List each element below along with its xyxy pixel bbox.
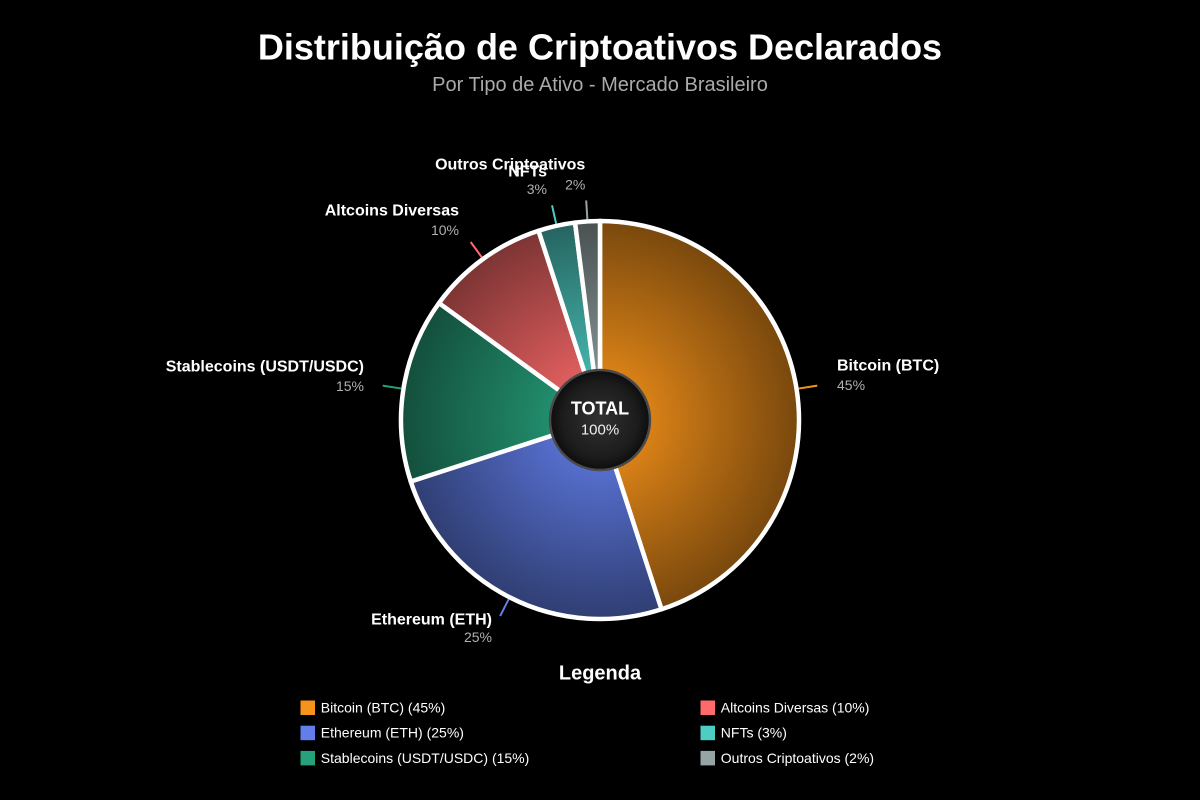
svg-text:Bitcoin (BTC): Bitcoin (BTC)	[837, 358, 939, 375]
svg-text:Altcoins Diversas (10%): Altcoins Diversas (10%)	[721, 700, 870, 716]
svg-text:Outros Criptoativos: Outros Criptoativos	[435, 157, 585, 174]
svg-text:10%: 10%	[431, 222, 459, 238]
svg-text:Altcoins Diversas: Altcoins Diversas	[325, 203, 459, 220]
svg-text:Outros Criptoativos (2%): Outros Criptoativos (2%)	[721, 750, 874, 766]
svg-text:Stablecoins (USDT/USDC) (15%): Stablecoins (USDT/USDC) (15%)	[321, 750, 530, 766]
svg-text:Legenda: Legenda	[559, 663, 642, 685]
svg-text:NFTs (3%): NFTs (3%)	[721, 725, 787, 741]
svg-text:Ethereum (ETH) (25%): Ethereum (ETH) (25%)	[321, 725, 464, 741]
svg-text:3%: 3%	[527, 181, 547, 197]
svg-text:Ethereum (ETH): Ethereum (ETH)	[371, 612, 492, 629]
svg-text:Stablecoins (USDT/USDC): Stablecoins (USDT/USDC)	[166, 359, 364, 376]
svg-text:NFTs: NFTs	[508, 164, 547, 181]
svg-text:Bitcoin (BTC) (45%): Bitcoin (BTC) (45%)	[321, 700, 445, 716]
svg-text:45%: 45%	[837, 377, 865, 393]
svg-text:Distribuição de Criptoativos D: Distribuição de Criptoativos Declarados	[258, 27, 942, 68]
svg-text:2%: 2%	[565, 177, 585, 193]
svg-text:15%: 15%	[336, 378, 364, 394]
svg-text:100%: 100%	[581, 422, 619, 439]
svg-text:Por Tipo de Ativo - Mercado Br: Por Tipo de Ativo - Mercado Brasileiro	[432, 74, 768, 96]
svg-text:25%: 25%	[464, 629, 492, 645]
svg-text:TOTAL: TOTAL	[571, 399, 629, 419]
